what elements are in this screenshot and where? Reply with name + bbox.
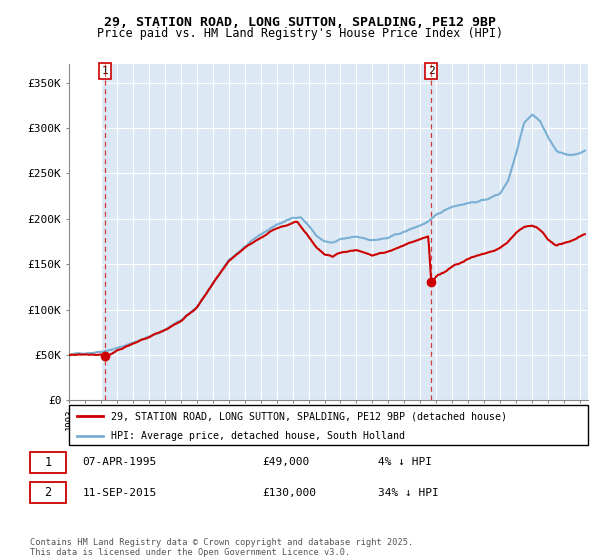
Bar <box>30 482 66 503</box>
Text: Contains HM Land Registry data © Crown copyright and database right 2025.
This d: Contains HM Land Registry data © Crown c… <box>30 538 413 557</box>
Text: HPI: Average price, detached house, South Holland: HPI: Average price, detached house, Sout… <box>110 431 404 441</box>
Text: 07-APR-1995: 07-APR-1995 <box>82 457 157 467</box>
Text: 4% ↓ HPI: 4% ↓ HPI <box>378 457 432 467</box>
Text: 1: 1 <box>102 66 109 76</box>
Text: £130,000: £130,000 <box>262 488 316 498</box>
Text: 29, STATION ROAD, LONG SUTTON, SPALDING, PE12 9BP: 29, STATION ROAD, LONG SUTTON, SPALDING,… <box>104 16 496 29</box>
Text: 1: 1 <box>44 456 52 469</box>
Text: 2: 2 <box>428 66 435 76</box>
Bar <box>30 451 66 473</box>
Text: £49,000: £49,000 <box>262 457 309 467</box>
Text: 2: 2 <box>44 486 52 499</box>
Bar <box>69 64 101 400</box>
Text: 34% ↓ HPI: 34% ↓ HPI <box>378 488 439 498</box>
Text: 11-SEP-2015: 11-SEP-2015 <box>82 488 157 498</box>
Text: Price paid vs. HM Land Registry's House Price Index (HPI): Price paid vs. HM Land Registry's House … <box>97 27 503 40</box>
Text: 29, STATION ROAD, LONG SUTTON, SPALDING, PE12 9BP (detached house): 29, STATION ROAD, LONG SUTTON, SPALDING,… <box>110 411 506 421</box>
